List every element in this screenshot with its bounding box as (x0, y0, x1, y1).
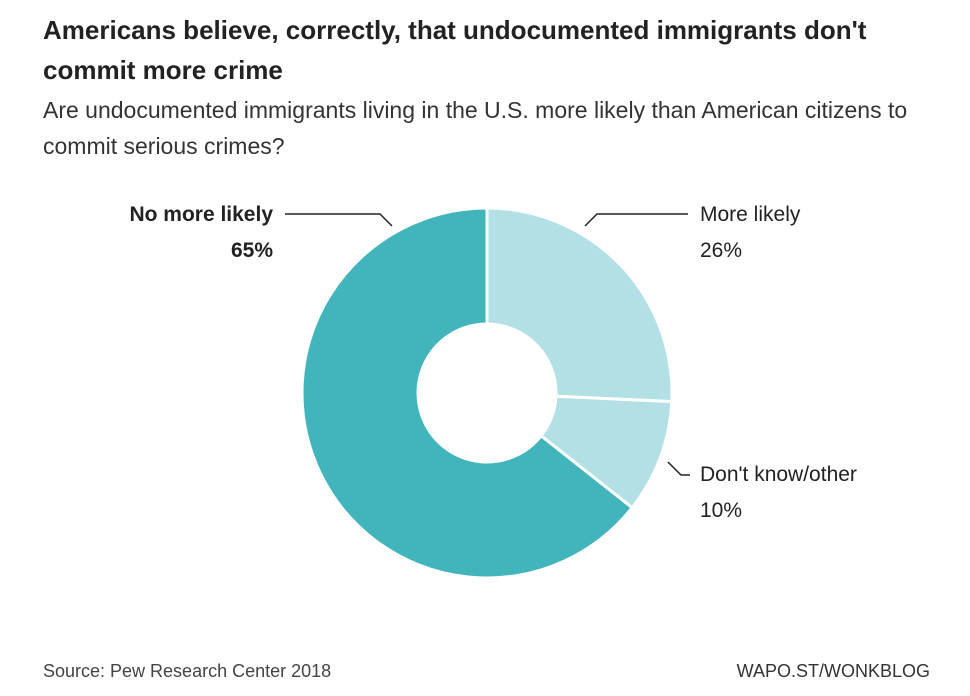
slice-value: 65% (230, 239, 273, 262)
credit: WAPO.ST/WONKBLOG (736, 661, 930, 681)
leader-line-more-likely (584, 213, 688, 227)
chart-subtitle: Are undocumented immigrants living in th… (43, 97, 908, 159)
slice-label: No more likely (129, 203, 273, 226)
label-no-more-likely: No more likely 65% (129, 197, 273, 269)
label-dont-know: Don't know/other 10% (700, 457, 857, 529)
leader-line-dont-know (667, 461, 690, 476)
slice-more-likely (485, 206, 674, 404)
slice-no-more-likely (300, 206, 635, 580)
label-more-likely: More likely 26% (700, 197, 800, 269)
chart-title: Americans believe, correctly, that undoc… (43, 15, 867, 85)
slice-value: 10% (700, 499, 743, 522)
slice-label: Don't know/other (700, 463, 857, 486)
slice-value: 26% (700, 239, 743, 262)
source-note: Source: Pew Research Center 2018 (43, 661, 332, 681)
slice-label: More likely (700, 203, 801, 226)
leader-line-no-more-likely (285, 213, 393, 227)
